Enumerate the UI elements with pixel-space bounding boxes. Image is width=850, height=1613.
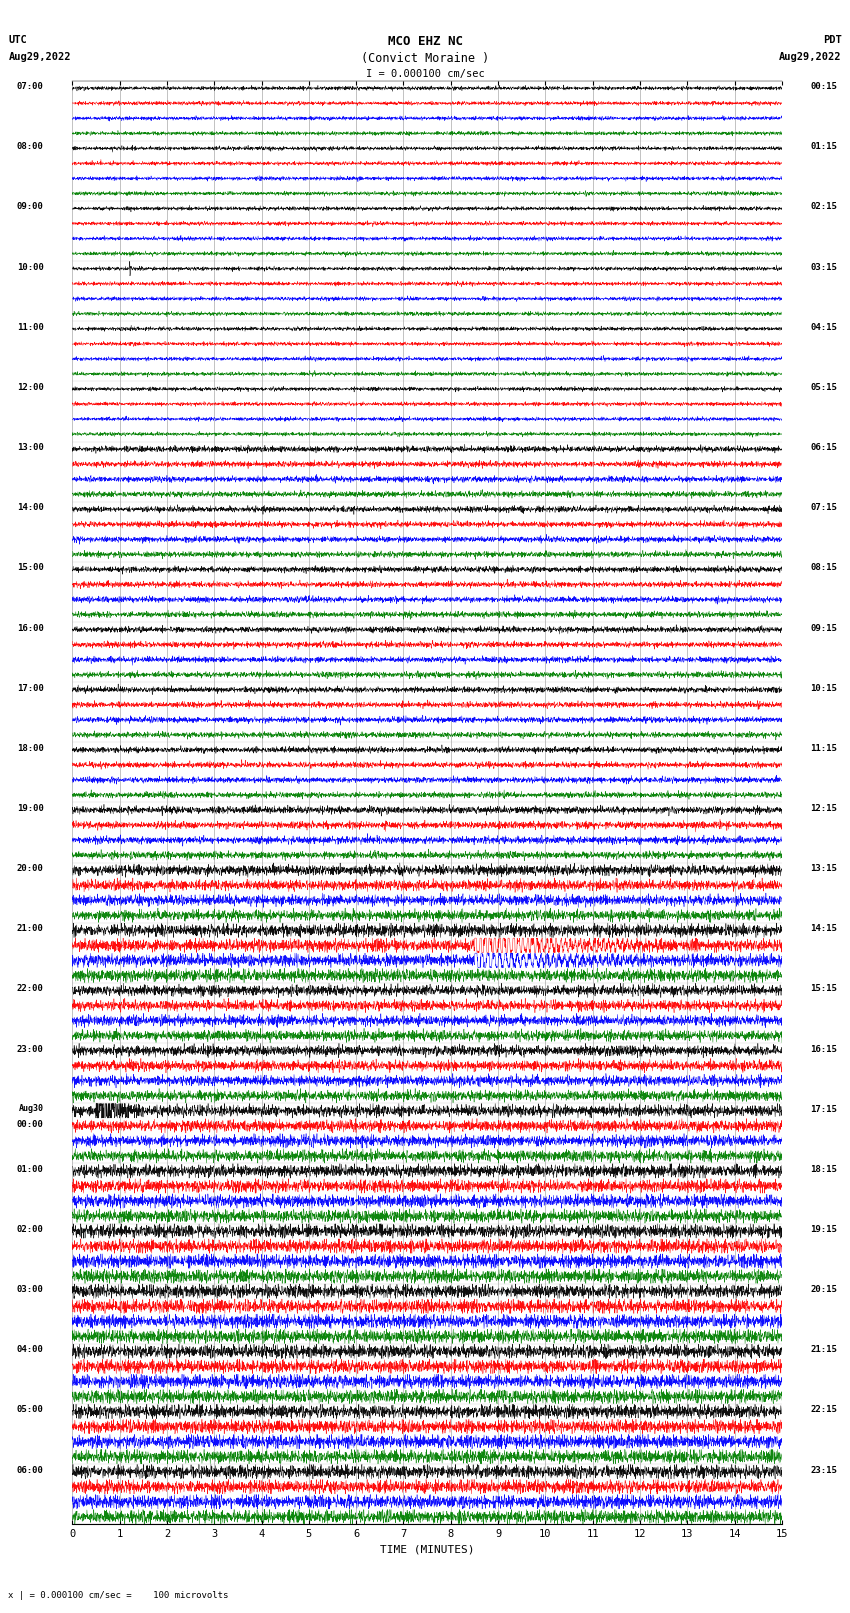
- Text: 08:15: 08:15: [810, 563, 837, 573]
- Text: UTC: UTC: [8, 35, 27, 45]
- Text: 15:15: 15:15: [810, 984, 837, 994]
- Text: (Convict Moraine ): (Convict Moraine ): [361, 52, 489, 65]
- Text: 20:00: 20:00: [17, 865, 44, 873]
- Text: 07:15: 07:15: [810, 503, 837, 513]
- Text: 02:15: 02:15: [810, 203, 837, 211]
- Text: 16:00: 16:00: [17, 624, 44, 632]
- Text: 04:00: 04:00: [17, 1345, 44, 1355]
- Text: PDT: PDT: [823, 35, 842, 45]
- Text: x | = 0.000100 cm/sec =    100 microvolts: x | = 0.000100 cm/sec = 100 microvolts: [8, 1590, 229, 1600]
- Text: 03:15: 03:15: [810, 263, 837, 271]
- Text: 04:15: 04:15: [810, 323, 837, 332]
- Text: 18:15: 18:15: [810, 1165, 837, 1174]
- Text: 21:00: 21:00: [17, 924, 44, 934]
- Text: 05:00: 05:00: [17, 1405, 44, 1415]
- Text: 20:15: 20:15: [810, 1286, 837, 1294]
- Text: 02:00: 02:00: [17, 1224, 44, 1234]
- Text: 09:00: 09:00: [17, 203, 44, 211]
- Text: 11:15: 11:15: [810, 744, 837, 753]
- Text: 06:15: 06:15: [810, 444, 837, 452]
- Text: 03:00: 03:00: [17, 1286, 44, 1294]
- Text: 17:15: 17:15: [810, 1105, 837, 1113]
- Text: 14:00: 14:00: [17, 503, 44, 513]
- X-axis label: TIME (MINUTES): TIME (MINUTES): [380, 1545, 474, 1555]
- Text: 19:00: 19:00: [17, 803, 44, 813]
- Text: 11:00: 11:00: [17, 323, 44, 332]
- Text: 23:00: 23:00: [17, 1045, 44, 1053]
- Text: MCO EHZ NC: MCO EHZ NC: [388, 35, 462, 48]
- Text: 00:00: 00:00: [17, 1119, 44, 1129]
- Text: 10:15: 10:15: [810, 684, 837, 692]
- Text: 13:15: 13:15: [810, 865, 837, 873]
- Text: 07:00: 07:00: [17, 82, 44, 92]
- Text: 12:15: 12:15: [810, 803, 837, 813]
- Text: 08:00: 08:00: [17, 142, 44, 152]
- Text: 16:15: 16:15: [810, 1045, 837, 1053]
- Text: 15:00: 15:00: [17, 563, 44, 573]
- Text: Aug29,2022: Aug29,2022: [8, 52, 71, 61]
- Text: I = 0.000100 cm/sec: I = 0.000100 cm/sec: [366, 69, 484, 79]
- Text: 01:15: 01:15: [810, 142, 837, 152]
- Text: 13:00: 13:00: [17, 444, 44, 452]
- Text: Aug30: Aug30: [19, 1103, 44, 1113]
- Text: 14:15: 14:15: [810, 924, 837, 934]
- Text: 05:15: 05:15: [810, 382, 837, 392]
- Text: 09:15: 09:15: [810, 624, 837, 632]
- Text: 19:15: 19:15: [810, 1224, 837, 1234]
- Text: 10:00: 10:00: [17, 263, 44, 271]
- Text: 12:00: 12:00: [17, 382, 44, 392]
- Text: Aug29,2022: Aug29,2022: [779, 52, 842, 61]
- Text: 23:15: 23:15: [810, 1466, 837, 1474]
- Text: 17:00: 17:00: [17, 684, 44, 692]
- Text: 01:00: 01:00: [17, 1165, 44, 1174]
- Text: 22:15: 22:15: [810, 1405, 837, 1415]
- Text: 21:15: 21:15: [810, 1345, 837, 1355]
- Text: 00:15: 00:15: [810, 82, 837, 92]
- Text: 06:00: 06:00: [17, 1466, 44, 1474]
- Text: 18:00: 18:00: [17, 744, 44, 753]
- Text: 22:00: 22:00: [17, 984, 44, 994]
